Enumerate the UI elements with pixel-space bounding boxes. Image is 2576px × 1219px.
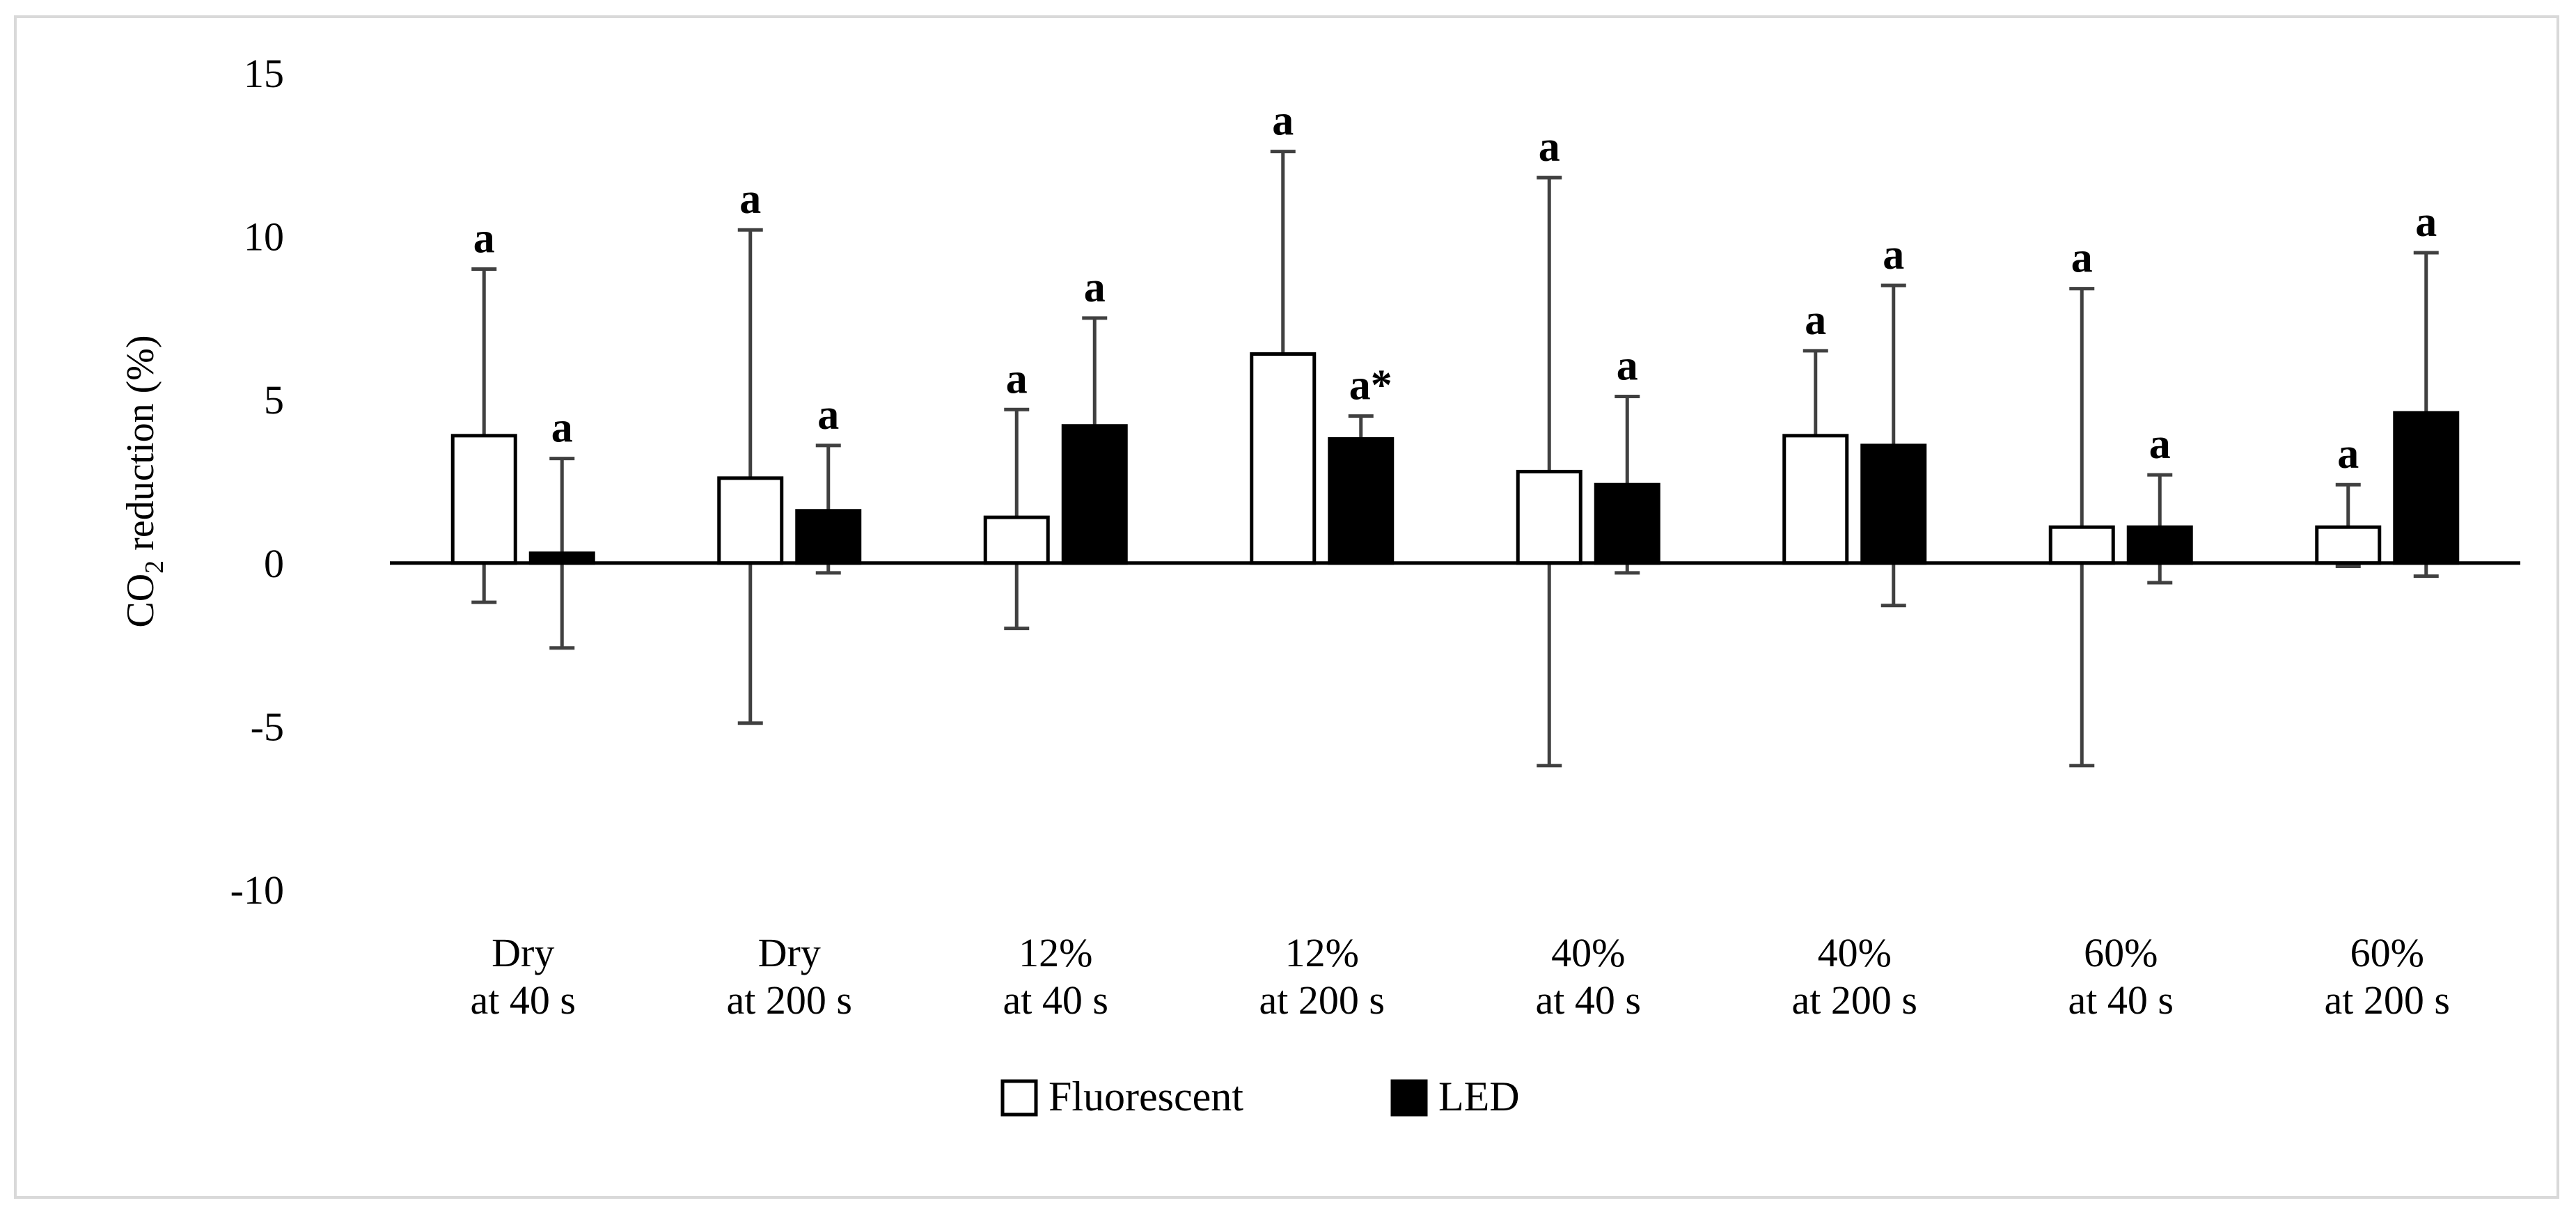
significance-label: a: [2071, 235, 2093, 282]
y-tick-label: 0: [264, 541, 284, 586]
fluorescent-bar: [2048, 525, 2115, 565]
led-bar: [795, 509, 862, 565]
category-label-line1: Dry: [758, 930, 821, 975]
category-label: 60% at 40 s: [2068, 930, 2174, 1023]
significance-label: a: [817, 391, 839, 439]
fluorescent-bar: [1516, 469, 1582, 565]
y-tick-label: 15: [244, 51, 284, 96]
significance-label: a: [1272, 97, 1294, 145]
y-axis-label-rest: reduction (%): [119, 335, 162, 560]
significance-label: a: [473, 215, 495, 262]
category-label: 40% at 40 s: [1536, 930, 1641, 1023]
category-label-line2: at 200 s: [2325, 977, 2450, 1023]
significance-labels: a a a a a a a a* a a a a a a a a: [473, 97, 2437, 478]
y-axis-label-main: CO: [119, 574, 162, 628]
led-bar: [1860, 443, 1927, 565]
category-label-line2: at 200 s: [727, 977, 852, 1023]
category-label-line1: 40%: [1551, 930, 1625, 975]
legend-swatch-led: [1390, 1079, 1428, 1117]
y-tick-label: -5: [251, 704, 284, 749]
category-label-line1: 60%: [2350, 930, 2424, 975]
category-label: 40% at 200 s: [1792, 930, 1917, 1023]
category-label-line2: at 40 s: [1003, 977, 1108, 1023]
category-label: Dry at 40 s: [471, 930, 576, 1023]
fluorescent-bar: [450, 434, 517, 565]
led-bar: [2126, 525, 2193, 565]
significance-label: a: [2337, 430, 2359, 478]
legend: Fluorescent LED: [1000, 1073, 1520, 1119]
significance-label: a: [2149, 420, 2171, 468]
category-label-line1: 12%: [1019, 930, 1092, 975]
legend-swatch-fluorescent: [1000, 1079, 1038, 1117]
significance-label: a: [739, 175, 761, 223]
category-label: 12% at 40 s: [1003, 930, 1108, 1023]
significance-label: a: [1883, 231, 1904, 278]
category-label-line2: at 40 s: [471, 977, 576, 1023]
y-tick-label: 10: [244, 214, 284, 260]
y-axis-label-subscript: 2: [140, 560, 169, 574]
legend-label-led: LED: [1438, 1073, 1520, 1119]
fluorescent-bar: [2315, 525, 2382, 565]
significance-label: a: [1805, 297, 1826, 344]
led-bar: [1061, 424, 1128, 565]
significance-label: a*: [1349, 362, 1392, 409]
category-label: Dry at 200 s: [727, 930, 852, 1023]
category-label-line2: at 200 s: [1259, 977, 1385, 1023]
significance-label: a: [1084, 264, 1106, 311]
fluorescent-bar: [1250, 352, 1317, 565]
fluorescent-bar: [1782, 434, 1849, 565]
category-label-line2: at 40 s: [1536, 977, 1641, 1023]
fluorescent-bar: [983, 515, 1050, 565]
significance-label: a: [1539, 123, 1560, 171]
y-tick-label: -10: [230, 867, 284, 913]
category-label: 60% at 200 s: [2325, 930, 2450, 1023]
significance-label: a: [551, 404, 573, 452]
y-tick-label: 5: [264, 377, 284, 423]
significance-label: a: [1617, 343, 1638, 390]
led-bar: [1328, 437, 1395, 565]
chart-frame: [14, 15, 2559, 1199]
category-label-line1: 60%: [2084, 930, 2158, 975]
category-label-line2: at 40 s: [2068, 977, 2174, 1023]
significance-label: a: [2415, 198, 2437, 246]
significance-label: a: [1006, 355, 1028, 402]
error-bars: [471, 150, 2439, 768]
bars: [450, 352, 2460, 565]
category-label-line1: Dry: [492, 930, 554, 975]
category-label-line2: at 200 s: [1792, 977, 1917, 1023]
category-label: 12% at 200 s: [1259, 930, 1385, 1023]
y-axis-label: CO2 reduction (%): [119, 335, 169, 627]
fluorescent-bar: [717, 476, 784, 565]
led-bar: [2393, 411, 2460, 565]
y-tick-labels: 15 10 5 0 -5 -10: [230, 51, 284, 913]
led-bar: [1594, 482, 1660, 565]
category-label-line1: 40%: [1818, 930, 1892, 975]
category-label-line1: 12%: [1285, 930, 1359, 975]
legend-label-fluorescent: Fluorescent: [1049, 1073, 1243, 1119]
